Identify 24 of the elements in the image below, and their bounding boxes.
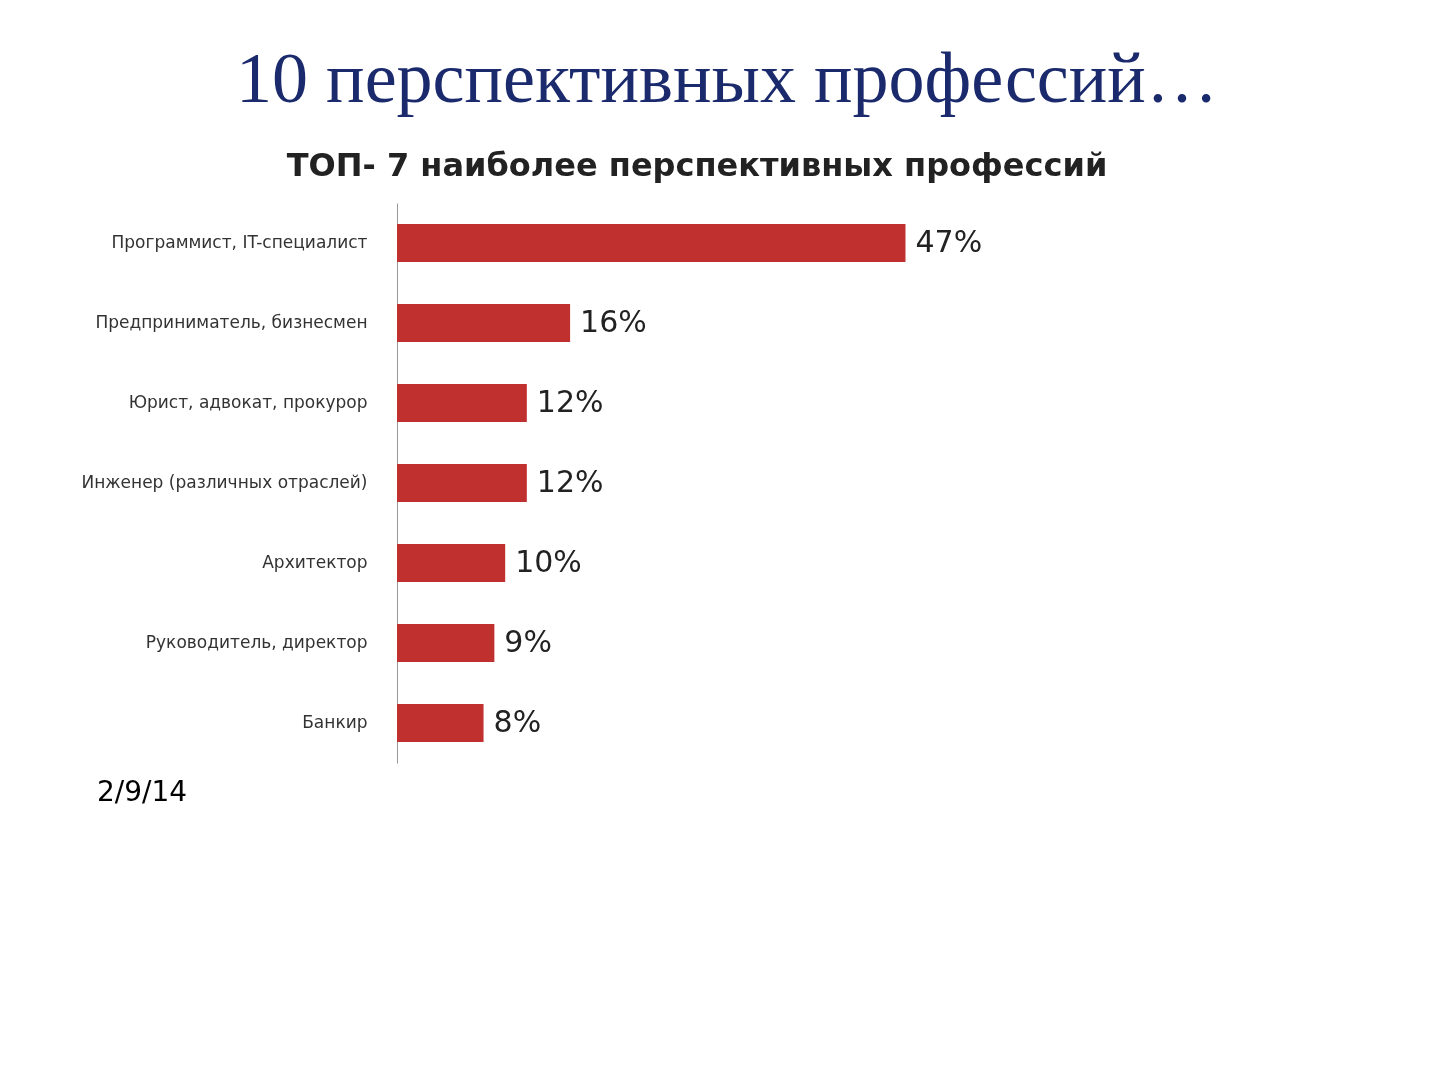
y-tick-label: Архитектор bbox=[262, 552, 368, 572]
data-label: 16% bbox=[580, 304, 647, 339]
data-label: 10% bbox=[515, 544, 582, 579]
data-label: 12% bbox=[536, 464, 604, 499]
bar bbox=[397, 544, 506, 582]
y-tick-label: Предприниматель, бизнесмен bbox=[95, 312, 368, 332]
text: 2/9/14 bbox=[97, 775, 188, 808]
bar bbox=[397, 704, 484, 742]
bar bbox=[397, 304, 571, 342]
y-tick-label: Программист, IT-специалист bbox=[111, 232, 368, 252]
y-tick-label: Руководитель, директор bbox=[145, 632, 368, 652]
data-label: 47% bbox=[915, 224, 983, 259]
data-label: 9% bbox=[504, 624, 552, 659]
bar bbox=[397, 464, 527, 502]
bar bbox=[397, 384, 527, 422]
chart-title: 10 перспективных профессий… bbox=[236, 38, 1218, 118]
data-label: 8% bbox=[493, 704, 542, 739]
chart-subtitle: ТОП- 7 наиболее перспективных профессий bbox=[286, 146, 1108, 184]
y-tick-label: Банкир bbox=[302, 712, 368, 732]
y-tick-label: Юрист, адвокат, прокурор bbox=[128, 392, 368, 412]
y-tick-label: Инженер (различных отраслей) bbox=[81, 472, 368, 492]
bar bbox=[397, 624, 495, 662]
data-label: 12% bbox=[536, 384, 604, 419]
bar bbox=[397, 224, 906, 262]
